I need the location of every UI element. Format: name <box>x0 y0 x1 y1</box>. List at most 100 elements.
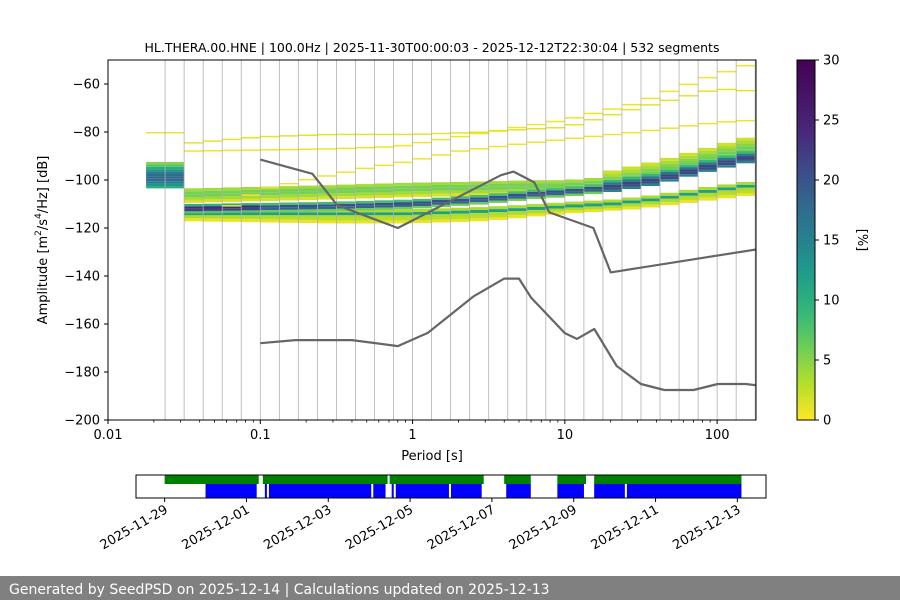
psd-cell <box>679 161 699 165</box>
psd-cell <box>507 126 527 129</box>
psd-cell <box>469 148 489 150</box>
psd-cell <box>469 207 489 210</box>
psd-cell <box>450 219 470 222</box>
psd-cell <box>450 181 470 185</box>
psd-cell <box>184 197 204 200</box>
psd-cell <box>717 187 737 191</box>
psd-cell <box>260 215 280 218</box>
psd-cell <box>184 199 204 203</box>
psd-cell <box>717 155 737 158</box>
psd-cell <box>431 214 451 217</box>
y-tick-label: −140 <box>64 270 100 285</box>
psd-cell <box>374 200 394 203</box>
psd-cell <box>602 199 622 203</box>
psd-cell <box>679 94 699 97</box>
psd-cell <box>679 125 699 127</box>
psd-cell <box>488 212 508 215</box>
psd-cell <box>222 138 242 141</box>
psd-cell <box>184 204 204 207</box>
psd-cell <box>583 206 603 210</box>
psd-cell <box>203 149 223 152</box>
psd-cell <box>469 218 489 222</box>
psd-cell <box>507 191 527 194</box>
psd-cell <box>241 212 261 216</box>
psd-cell <box>450 203 470 206</box>
psd-cell <box>622 206 641 210</box>
psd-cell <box>660 174 679 177</box>
psd-cell <box>526 207 546 210</box>
psd-cell <box>698 164 718 168</box>
psd-cell <box>507 211 527 214</box>
psd-cell <box>374 215 394 218</box>
psd-cell <box>602 170 622 174</box>
psd-cell <box>336 203 356 207</box>
psd-cell <box>507 198 527 201</box>
psd-cell <box>717 184 737 188</box>
data-segment-green <box>557 475 586 484</box>
psd-cell <box>564 201 584 205</box>
psd-cell <box>488 217 508 220</box>
psd-cell <box>184 212 204 216</box>
psd-cell <box>317 148 337 150</box>
psd-cell <box>260 195 280 199</box>
psd-cell <box>698 187 718 190</box>
psd-cell <box>393 194 413 198</box>
psd-cell <box>298 191 318 195</box>
psd-cell <box>660 198 679 202</box>
psd-cell <box>146 186 166 189</box>
psd-cell <box>564 182 584 186</box>
psd-cell <box>431 216 451 220</box>
psd-cell <box>450 150 470 152</box>
y-tick-label: −180 <box>64 366 100 381</box>
psd-cell <box>602 113 622 116</box>
psd-cell <box>717 195 737 199</box>
psd-cell <box>222 193 242 197</box>
date-tick-label: 2025-11-29 <box>98 502 171 553</box>
psd-cell <box>393 199 413 203</box>
psd-cell <box>679 158 699 162</box>
psd-cell <box>736 181 756 185</box>
psd-cell <box>184 206 204 209</box>
psd-cell <box>507 183 527 187</box>
psd-cell <box>545 205 565 209</box>
psd-cell <box>679 167 699 170</box>
data-segment-blue <box>506 484 531 498</box>
psd-cell <box>336 215 356 218</box>
psd-cell <box>355 167 375 170</box>
psd-cell <box>222 210 242 213</box>
psd-cell <box>355 217 375 221</box>
psd-cell <box>450 193 470 197</box>
date-tick-label: 2025-12-03 <box>261 502 334 553</box>
psd-cell <box>184 150 204 152</box>
colorbar-tick-label: 20 <box>823 174 840 189</box>
psd-cell <box>564 137 584 140</box>
psd-cell <box>184 218 204 222</box>
psd-cell <box>583 209 603 212</box>
psd-cell <box>355 205 375 209</box>
y-tick-label: −80 <box>73 126 100 141</box>
psd-cell <box>526 209 546 213</box>
psd-cell <box>298 178 318 181</box>
psd-cell <box>355 187 375 190</box>
psd-cell <box>146 181 166 184</box>
psd-cell <box>717 142 737 146</box>
psd-cell <box>622 169 641 173</box>
psd-cell <box>431 219 451 223</box>
psd-cell <box>564 210 584 214</box>
psd-cell <box>526 127 546 130</box>
psd-cell <box>660 163 679 167</box>
psd-cell <box>374 207 394 210</box>
date-tick-label: 2025-12-07 <box>425 502 498 553</box>
psd-cell <box>679 83 699 86</box>
psd-cell <box>184 208 204 212</box>
psd-cell <box>260 210 280 213</box>
psd-cell <box>622 203 641 207</box>
timeline-frame <box>135 474 767 499</box>
psd-cell <box>317 220 337 224</box>
psd-cell <box>736 140 756 144</box>
psd-cell <box>412 185 432 189</box>
date-tick-label: 2025-12-11 <box>589 502 662 553</box>
psd-cell <box>355 212 375 216</box>
psd-cell <box>717 162 737 166</box>
psd-cell <box>241 203 261 206</box>
